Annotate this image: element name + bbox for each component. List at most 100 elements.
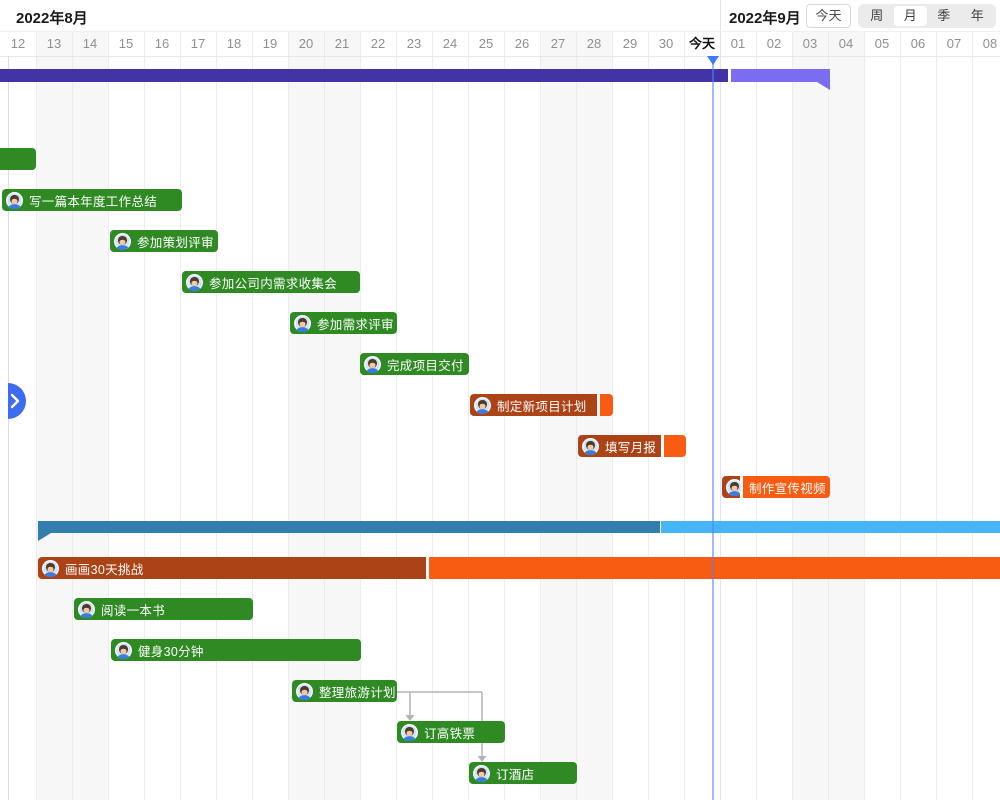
task-bar-segment: [360, 353, 469, 375]
date-cell: 05: [874, 36, 890, 51]
grid-line: [396, 32, 397, 800]
weekend-column-stripe: [792, 31, 828, 800]
task-label: 完成项目交付: [387, 358, 464, 373]
date-cell: 30: [658, 36, 674, 51]
task-bar-content: 参加公司内需求收集会: [186, 271, 337, 293]
date-cell: 20: [298, 36, 314, 51]
date-cell: 22: [370, 36, 386, 51]
project-summary-personal[interactable]: [661, 521, 1000, 533]
assignee-avatar-icon: [42, 559, 59, 577]
date-cell: 06: [910, 36, 926, 51]
date-cell: 13: [46, 36, 62, 51]
task-bar[interactable]: 画画30天挑战: [38, 557, 1000, 579]
task-label: 参加公司内需求收集会: [209, 276, 338, 291]
date-row-divider-line: [0, 56, 1000, 57]
project-summary-personal-end-cap: [38, 533, 51, 541]
date-cell: 16: [154, 36, 170, 51]
grid-line: [216, 32, 217, 800]
date-cell: 01: [730, 36, 746, 51]
task-bar[interactable]: 参加策划评审: [110, 230, 218, 252]
assignee-avatar-icon: [474, 396, 491, 414]
grid-line: [792, 32, 793, 800]
task-bar-segment: [74, 598, 253, 620]
grid-line: [288, 32, 289, 800]
date-cell: 29: [622, 36, 638, 51]
assignee-avatar-icon: [114, 232, 131, 250]
date-cell: 19: [262, 36, 278, 51]
date-cell: 08: [982, 36, 998, 51]
grid-line: [864, 32, 865, 800]
date-cell: 28: [586, 36, 602, 51]
weekend-column-stripe: [324, 31, 360, 800]
task-bar-content: 整理旅游计划: [296, 680, 396, 702]
assignee-avatar-icon: [364, 355, 381, 373]
task-bar[interactable]: 制定新项目计划: [470, 394, 613, 416]
task-label: 健身30分钟: [138, 644, 204, 659]
date-cell: 21: [334, 36, 350, 51]
task-bar-segment: [429, 557, 1000, 579]
task-bar-segment: [469, 762, 577, 784]
task-bar-content: 健身30分钟: [115, 639, 204, 661]
task-bar[interactable]: 参加公司内需求收集会: [182, 271, 360, 293]
task-bar[interactable]: [0, 148, 36, 170]
view-option-month[interactable]: 月: [893, 6, 927, 26]
task-bar[interactable]: 健身30分钟: [111, 639, 361, 661]
task-bar[interactable]: 参加需求评审: [290, 312, 397, 334]
task-bar-segment: [182, 271, 360, 293]
assignee-avatar-icon: [726, 478, 743, 496]
task-bar[interactable]: 写一篇本年度工作总结: [2, 189, 182, 211]
task-bar[interactable]: 订高铁票: [397, 721, 505, 743]
task-panel-divider: [8, 56, 9, 800]
assignee-avatar-icon: [186, 273, 203, 291]
dependency-arrowhead: [477, 756, 487, 762]
expand-panel-button[interactable]: [8, 383, 26, 419]
grid-line: [756, 32, 757, 800]
date-cell: 14: [82, 36, 98, 51]
date-cell: 18: [226, 36, 242, 51]
project-summary-personal[interactable]: [38, 521, 660, 533]
task-bar[interactable]: 订酒店: [469, 762, 577, 784]
weekend-column-stripe: [36, 31, 72, 800]
view-option-year[interactable]: 年: [970, 8, 984, 23]
view-option-week[interactable]: 周: [870, 8, 884, 23]
task-bar-content: 制作宣传视频: [726, 476, 826, 498]
date-cell: 12: [10, 36, 26, 51]
grid-line: [576, 32, 577, 800]
header-divider-line: [0, 31, 1000, 32]
task-bar-segment: [397, 721, 505, 743]
task-bar[interactable]: 阅读一本书: [74, 598, 253, 620]
grid-line: [108, 32, 109, 800]
project-summary-top[interactable]: [0, 69, 728, 82]
date-cell: 今天: [688, 36, 715, 51]
weekend-column-stripe: [828, 31, 864, 800]
next-month-label: 2022年9月: [729, 10, 801, 27]
project-summary-top-end-cap: [817, 82, 830, 90]
grid-line: [648, 32, 649, 800]
date-cell: 26: [514, 36, 530, 51]
grid-line: [936, 32, 937, 800]
task-bar-segment: [664, 435, 686, 457]
grid-line: [360, 32, 361, 800]
assignee-avatar-icon: [296, 682, 313, 700]
grid-line: [324, 32, 325, 800]
task-label: 制定新项目计划: [497, 399, 587, 414]
task-bar[interactable]: 制作宣传视频: [722, 476, 830, 498]
grid-line: [540, 32, 541, 800]
task-bar-content: 订酒店: [473, 762, 534, 784]
chevron-right-icon: [10, 393, 20, 409]
task-bar[interactable]: 完成项目交付: [360, 353, 469, 375]
task-bar[interactable]: 整理旅游计划: [292, 680, 397, 702]
task-label: 填写月报: [605, 440, 657, 455]
today-button[interactable]: 今天: [806, 4, 851, 28]
grid-line: [612, 32, 613, 800]
date-cell: 04: [838, 36, 854, 51]
grid-line: [504, 32, 505, 800]
assignee-avatar-icon: [473, 764, 490, 782]
project-summary-top[interactable]: [731, 69, 830, 82]
task-label: 阅读一本书: [101, 603, 166, 618]
task-bar[interactable]: 填写月报: [578, 435, 686, 457]
task-label: 写一篇本年度工作总结: [29, 194, 158, 209]
view-option-quarter[interactable]: 季: [937, 8, 951, 23]
grid-line: [252, 32, 253, 800]
